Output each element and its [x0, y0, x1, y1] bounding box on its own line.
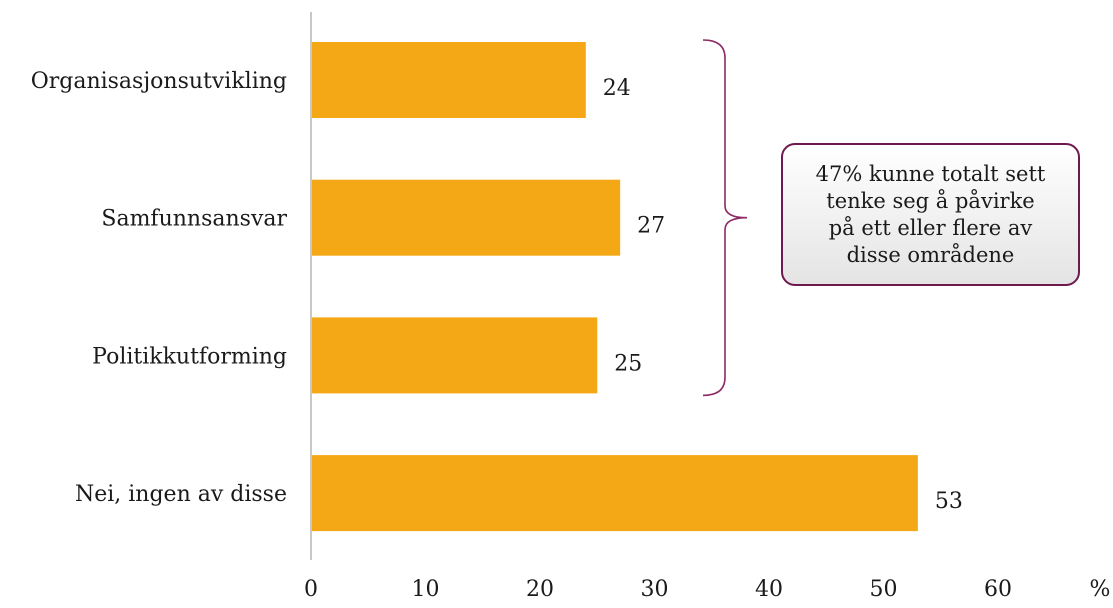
bar — [311, 317, 598, 394]
x-tick-label: 30 — [641, 577, 669, 602]
axis-layer: 0 10 20 30 40 50 60 — [304, 12, 1012, 602]
x-tick-label: 50 — [870, 577, 898, 602]
value-label: 24 — [603, 76, 631, 101]
x-tick-label: 40 — [755, 577, 783, 602]
bar — [311, 179, 621, 256]
x-tick-label: 20 — [526, 577, 554, 602]
bar — [311, 455, 918, 532]
category-label: Politikkutforming — [92, 344, 287, 369]
category-label: Organisasjonsutvikling — [31, 69, 287, 94]
x-tick-label: 60 — [984, 577, 1012, 602]
category-label: Nei, ingen av disse — [75, 482, 287, 507]
value-label: 27 — [637, 214, 665, 239]
value-label: 25 — [614, 351, 642, 376]
bars-layer — [311, 42, 918, 532]
x-tick-label: 0 — [304, 577, 318, 602]
labels-layer: Organisasjonsutvikling 24 Samfunnsansvar 27… — [31, 69, 963, 514]
x-tick-label: 10 — [412, 577, 440, 602]
value-label: 53 — [935, 489, 963, 514]
callout-text: 47% kunne totalt sett tenke seg å påvirk… — [815, 161, 1046, 267]
callout-brace — [702, 39, 748, 397]
category-label: Samfunnsansvar — [101, 207, 287, 232]
callout-box: 47% kunne totalt sett tenke seg å påvirk… — [781, 143, 1080, 286]
x-unit-label: % — [1090, 577, 1111, 602]
bar — [311, 42, 586, 118]
